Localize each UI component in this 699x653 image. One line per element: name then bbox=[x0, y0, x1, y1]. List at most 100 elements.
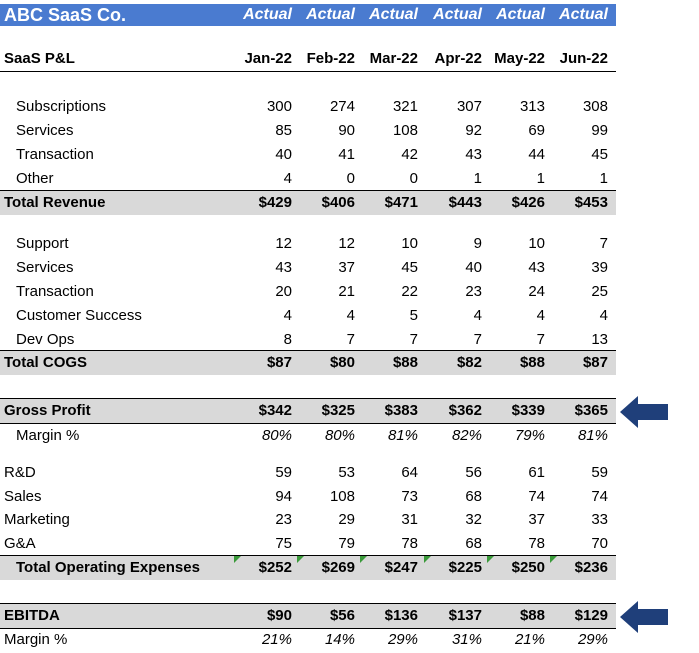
value-cell: 37 bbox=[528, 511, 545, 528]
value-cell: $82 bbox=[456, 354, 482, 371]
month-header: Mar-22 bbox=[369, 50, 418, 67]
row-label: Services bbox=[16, 122, 74, 139]
row-label: Total COGS bbox=[4, 354, 88, 371]
month-header: Apr-22 bbox=[434, 50, 482, 67]
value-cell: 14% bbox=[324, 631, 355, 648]
value-cell: $252 bbox=[258, 559, 292, 576]
value-cell: 53 bbox=[338, 464, 355, 481]
status-apr: Actual bbox=[433, 6, 482, 23]
opex-row-rnd: R&D 59 53 64 56 61 59 bbox=[0, 461, 616, 485]
status-may: Actual bbox=[496, 6, 545, 23]
value-cell: 56 bbox=[465, 464, 482, 481]
value-cell: 0 bbox=[409, 170, 418, 187]
value-cell: 74 bbox=[591, 488, 608, 505]
value-cell: 33 bbox=[591, 511, 608, 528]
value-cell: 21% bbox=[261, 631, 292, 648]
value-cell: 5 bbox=[409, 307, 418, 324]
value-cell: 61 bbox=[528, 464, 545, 481]
value-cell: 69 bbox=[528, 122, 545, 139]
value-cell: 80% bbox=[324, 427, 355, 444]
value-cell: $342 bbox=[258, 402, 292, 419]
value-cell: 23 bbox=[465, 283, 482, 300]
status-jan: Actual bbox=[243, 6, 292, 23]
value-cell: 13 bbox=[591, 331, 608, 348]
value-cell: $236 bbox=[574, 559, 608, 576]
value-cell: 59 bbox=[275, 464, 292, 481]
value-cell: $137 bbox=[448, 607, 482, 624]
value-cell: 94 bbox=[275, 488, 292, 505]
status-jun: Actual bbox=[559, 6, 608, 23]
value-cell: 45 bbox=[401, 259, 418, 276]
value-cell: 7 bbox=[346, 331, 355, 348]
value-cell: 85 bbox=[275, 122, 292, 139]
value-cell: $88 bbox=[519, 354, 545, 371]
month-header: Feb-22 bbox=[306, 50, 355, 67]
value-cell: 64 bbox=[401, 464, 418, 481]
value-cell: 4 bbox=[473, 307, 482, 324]
value-cell: 99 bbox=[591, 122, 608, 139]
value-cell: $250 bbox=[511, 559, 545, 576]
value-cell: 7 bbox=[473, 331, 482, 348]
value-cell: 43 bbox=[528, 259, 545, 276]
value-cell: 313 bbox=[519, 98, 545, 115]
value-cell: 40 bbox=[275, 146, 292, 163]
value-cell: 108 bbox=[392, 122, 418, 139]
value-cell: 37 bbox=[338, 259, 355, 276]
status-mar: Actual bbox=[369, 6, 418, 23]
total-cogs-row: Total COGS $87 $80 $88 $82 $88 $87 bbox=[0, 350, 616, 375]
value-cell: $443 bbox=[448, 194, 482, 211]
cogs-row-support: Support 12 12 10 9 10 7 bbox=[0, 232, 616, 256]
value-cell: $247 bbox=[384, 559, 418, 576]
value-cell: 42 bbox=[401, 146, 418, 163]
value-cell: 1 bbox=[473, 170, 482, 187]
value-cell: 300 bbox=[266, 98, 292, 115]
value-cell: 1 bbox=[599, 170, 608, 187]
value-cell: 81% bbox=[387, 427, 418, 444]
value-cell: $269 bbox=[321, 559, 355, 576]
value-cell: 274 bbox=[329, 98, 355, 115]
ebitda-margin-row: Margin % 21% 14% 29% 31% 21% 29% bbox=[0, 628, 616, 652]
row-label: Subscriptions bbox=[16, 98, 107, 115]
value-cell: 12 bbox=[338, 235, 355, 252]
revenue-row-services: Services 85 90 108 92 69 99 bbox=[0, 119, 616, 143]
value-cell: 44 bbox=[528, 146, 545, 163]
cell-note-marker bbox=[550, 556, 557, 563]
month-header: Jun-22 bbox=[559, 50, 608, 67]
cell-note-marker bbox=[234, 556, 241, 563]
value-cell: $225 bbox=[448, 559, 482, 576]
value-cell: $453 bbox=[574, 194, 608, 211]
value-cell: 29% bbox=[387, 631, 418, 648]
value-cell: 21 bbox=[338, 283, 355, 300]
value-cell: $471 bbox=[384, 194, 418, 211]
header-row: SaaS P&L Jan-22 Feb-22 Mar-22 Apr-22 May… bbox=[0, 47, 616, 72]
value-cell: 80% bbox=[261, 427, 292, 444]
value-cell: 23 bbox=[275, 511, 292, 528]
cell-note-marker bbox=[360, 556, 367, 563]
row-label: Gross Profit bbox=[4, 402, 91, 419]
value-cell: 9 bbox=[473, 235, 482, 252]
value-cell: 4 bbox=[283, 307, 292, 324]
row-label: Services bbox=[16, 259, 74, 276]
value-cell: 8 bbox=[283, 331, 292, 348]
value-cell: 4 bbox=[599, 307, 608, 324]
value-cell: 68 bbox=[465, 535, 482, 552]
value-cell: $56 bbox=[329, 607, 355, 624]
value-cell: 12 bbox=[275, 235, 292, 252]
value-cell: 25 bbox=[591, 283, 608, 300]
value-cell: 0 bbox=[346, 170, 355, 187]
opex-row-sales: Sales 94 108 73 68 74 74 bbox=[0, 485, 616, 509]
cell-note-marker bbox=[487, 556, 494, 563]
month-header: Jan-22 bbox=[244, 50, 292, 67]
row-label: Margin % bbox=[16, 427, 80, 444]
company-name: ABC SaaS Co. bbox=[4, 5, 127, 25]
row-label: R&D bbox=[4, 464, 36, 481]
value-cell: 10 bbox=[401, 235, 418, 252]
section-title: SaaS P&L bbox=[4, 50, 75, 67]
value-cell: 4 bbox=[536, 307, 545, 324]
left-arrow-icon bbox=[620, 396, 668, 428]
value-cell: 79% bbox=[514, 427, 545, 444]
value-cell: 31% bbox=[451, 631, 482, 648]
cell-note-marker bbox=[297, 556, 304, 563]
value-cell: $325 bbox=[321, 402, 355, 419]
title-bar: ABC SaaS Co. Actual Actual Actual Actual… bbox=[0, 4, 616, 26]
